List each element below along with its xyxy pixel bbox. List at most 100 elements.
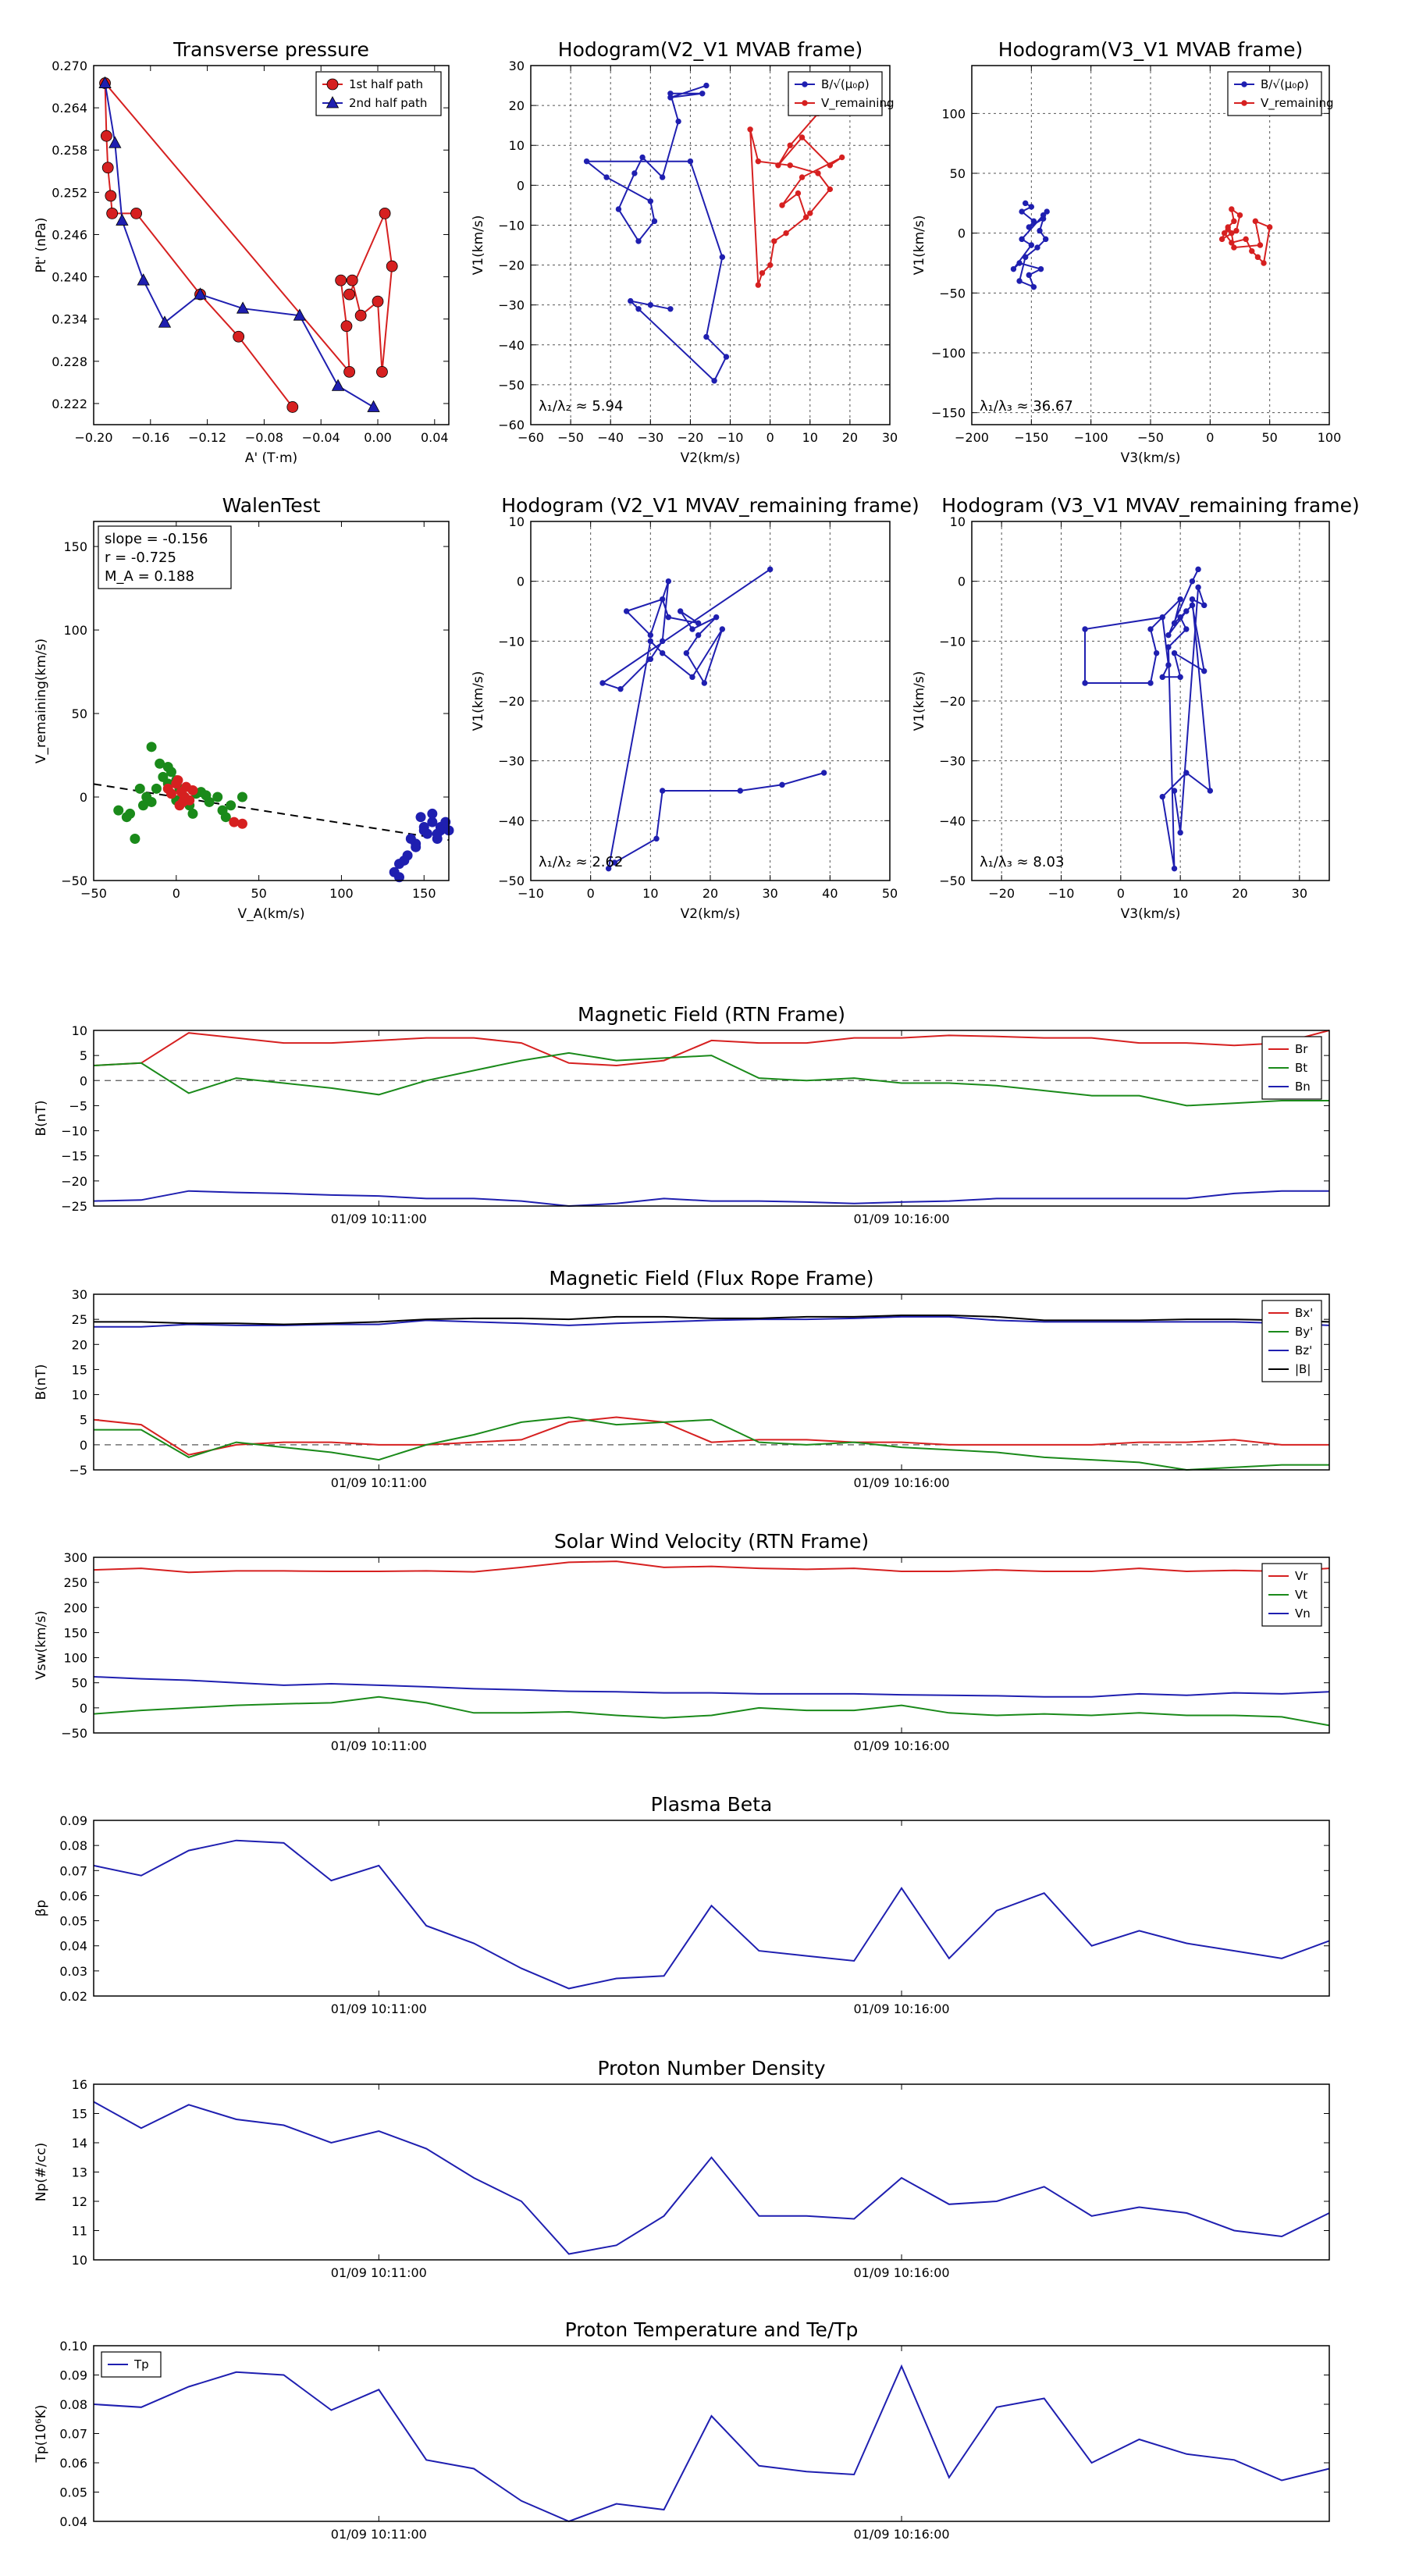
hodogram-v2-v1-mvav-point xyxy=(647,632,654,639)
magnetic-field-rtn-series-Bn xyxy=(93,1190,1329,1208)
hodogram-v2-v1-mvab-point xyxy=(635,306,642,312)
solar-wind-velocity-ytick-label: 50 xyxy=(72,1676,87,1691)
hodogram-v2-v1-mvab-annotation: λ₁/λ₂ ≈ 5.94 xyxy=(539,398,623,415)
magnetic-field-rtn-ylabel: B(nT) xyxy=(34,1100,49,1136)
magnetic-field-rtn-ytick-label: 10 xyxy=(72,1023,87,1038)
hodogram-v2-v1-mvav-point xyxy=(605,865,612,872)
transverse-pressure-ytick-label: 0.270 xyxy=(52,59,87,73)
solar-wind-velocity-series-Vn xyxy=(93,1676,1330,1698)
hodogram-v3-v1-mvav-point xyxy=(1165,662,1172,668)
magnetic-field-flux-rope-ytick-label: 25 xyxy=(72,1312,87,1327)
transverse-pressure-ytick-label: 0.252 xyxy=(52,185,87,200)
plasma-beta-ytick-label: 0.04 xyxy=(59,1939,87,1954)
magnetic-field-rtn-ytick-label: 5 xyxy=(80,1048,87,1063)
walen-test-point xyxy=(418,822,429,833)
proton-temperature-ylabel: Tp(10⁶K) xyxy=(34,2404,49,2463)
hodogram-v3-v1-mvab-point xyxy=(1030,283,1037,290)
hodogram-v2-v1-mvab-point xyxy=(759,270,766,276)
hodogram-v2-v1-mvab-point xyxy=(783,229,789,237)
hodogram-v3-v1-mvab-point xyxy=(1229,229,1235,237)
hodogram-v2-v1-mvav-xtick-label: 30 xyxy=(762,886,777,901)
hodogram-v3-v1-mvab-point xyxy=(1042,236,1049,243)
hodogram-v3-v1-mvav-point xyxy=(1195,584,1201,591)
hodogram-v3-v1-mvav-ylabel: V1(km/s) xyxy=(912,671,927,731)
walen-test-point xyxy=(134,783,145,794)
hodogram-v3-v1-mvav-xtick-label: 20 xyxy=(1232,886,1247,901)
hodogram-v3-v1-mvab-point xyxy=(1034,244,1040,251)
transverse-pressure-xtick-label: −0.16 xyxy=(131,430,169,445)
hodogram-v2-v1-mvab-point xyxy=(647,301,654,308)
transverse-pressure-ytick-label: 0.222 xyxy=(52,397,87,411)
hodogram-v2-v1-mvab-point xyxy=(635,238,642,244)
magnetic-field-rtn-legend-label: Bn xyxy=(1295,1080,1311,1094)
hodogram-v3-v1-mvab-point xyxy=(1261,260,1267,266)
hodogram-v2-v1-mvab-xtick-label: −30 xyxy=(637,430,663,445)
magnetic-field-flux-rope-series-By' xyxy=(94,1416,1329,1471)
hodogram-v3-v1-mvab-point xyxy=(1243,236,1249,243)
walen-test-point xyxy=(212,792,223,802)
walen-test-point xyxy=(177,796,188,807)
hodogram-v3-v1-mvab-xtick-label: −150 xyxy=(1014,430,1048,445)
solar-wind-velocity-ytick-label: 0 xyxy=(80,1701,87,1716)
hodogram-v3-v1-mvav-point xyxy=(1177,596,1183,603)
walen-test-point xyxy=(237,818,247,829)
hodogram-v2-v1-mvav-point xyxy=(599,680,606,686)
walen-test-point xyxy=(226,800,237,811)
hodogram-v2-v1-mvab-point xyxy=(719,254,726,261)
proton-temperature-xtick-label: 01/09 10:11:00 xyxy=(331,2527,427,2542)
walen-test-point xyxy=(151,783,162,794)
hodogram-v2-v1-mvab-point xyxy=(639,154,646,161)
hodogram-v3-v1-mvav-point xyxy=(1177,614,1183,621)
hodogram-v2-v1-mvab-point xyxy=(651,218,658,225)
solar-wind-velocity-ytick-label: 250 xyxy=(63,1575,87,1590)
hodogram-v3-v1-mvab-xtick-label: 50 xyxy=(1261,430,1277,445)
magnetic-field-rtn-series-Br xyxy=(93,1030,1330,1067)
transverse-pressure-point xyxy=(116,213,129,226)
walen-test-ytick-label: −50 xyxy=(61,873,87,888)
walen-test-ytick-label: 150 xyxy=(63,539,87,554)
hodogram-v2-v1-mvab-point xyxy=(815,170,821,176)
transverse-pressure-point xyxy=(326,78,339,91)
hodogram-v2-v1-mvav-point xyxy=(659,649,666,656)
hodogram-v3-v1-mvav-point xyxy=(1082,626,1088,632)
hodogram-v2-v1-mvav-point xyxy=(623,608,630,614)
plasma-beta-series-beta xyxy=(93,1839,1330,1990)
hodogram-v3-v1-mvab-point xyxy=(1241,81,1247,87)
magnetic-field-rtn-ytick-label: −10 xyxy=(61,1124,87,1139)
hodogram-v2-v1-mvab-point xyxy=(755,158,762,165)
magnetic-field-flux-rope-ytick-label: 15 xyxy=(72,1362,87,1377)
transverse-pressure-ytick-label: 0.234 xyxy=(52,312,87,327)
transverse-pressure-point xyxy=(343,365,356,378)
walen-test-xtick-label: 100 xyxy=(329,886,354,901)
walen-test-fit-line xyxy=(93,783,450,841)
hodogram-v2-v1-mvab-legend-label: V_remaining xyxy=(821,96,895,111)
transverse-pressure-point xyxy=(130,208,143,219)
solar-wind-velocity-xtick-label: 01/09 10:11:00 xyxy=(331,1738,427,1753)
hodogram-v3-v1-mvab-point xyxy=(1257,242,1264,248)
walen-test-xtick-label: 150 xyxy=(412,886,436,901)
hodogram-v3-v1-mvab-legend-label: V_remaining xyxy=(1261,96,1334,111)
magnetic-field-flux-rope-ytick-label: 30 xyxy=(72,1287,87,1302)
proton-number-density-ytick-label: 16 xyxy=(72,2077,87,2092)
magnetic-field-flux-rope-ytick-label: 0 xyxy=(80,1438,87,1453)
solar-wind-velocity-title: Solar Wind Velocity (RTN Frame) xyxy=(554,1530,869,1553)
hodogram-v2-v1-mvab-xtick-label: −20 xyxy=(678,430,704,445)
hodogram-v3-v1-mvav-point xyxy=(1207,788,1214,794)
hodogram-v2-v1-mvav-ytick-label: −10 xyxy=(498,634,525,649)
hodogram-v2-v1-mvab-point xyxy=(667,91,674,97)
hodogram-v3-v1-mvab-point xyxy=(1026,272,1032,279)
hodogram-v3-v1-mvab-point xyxy=(1040,212,1047,219)
hodogram-v2-v1-mvab-point xyxy=(583,158,590,165)
plasma-beta-xtick-label: 01/09 10:11:00 xyxy=(331,2001,427,2016)
hodogram-v2-v1-mvab-point xyxy=(675,118,681,125)
hodogram-v3-v1-mvab-annotation: λ₁/λ₃ ≈ 36.67 xyxy=(980,398,1073,415)
hodogram-v2-v1-mvab-ytick-label: −50 xyxy=(498,378,525,393)
transverse-pressure-point xyxy=(106,208,119,219)
walen-test-point xyxy=(399,855,410,866)
magnetic-field-rtn-xtick-label: 01/09 10:11:00 xyxy=(331,1212,427,1226)
magnetic-field-rtn-frame xyxy=(93,1030,1330,1207)
hodogram-v2-v1-mvav-point xyxy=(695,620,702,627)
hodogram-v2-v1-mvab-legend xyxy=(788,71,883,116)
hodogram-v3-v1-mvav-ytick-label: −20 xyxy=(939,694,966,709)
transverse-pressure-legend-label: 1st half path xyxy=(349,77,423,91)
